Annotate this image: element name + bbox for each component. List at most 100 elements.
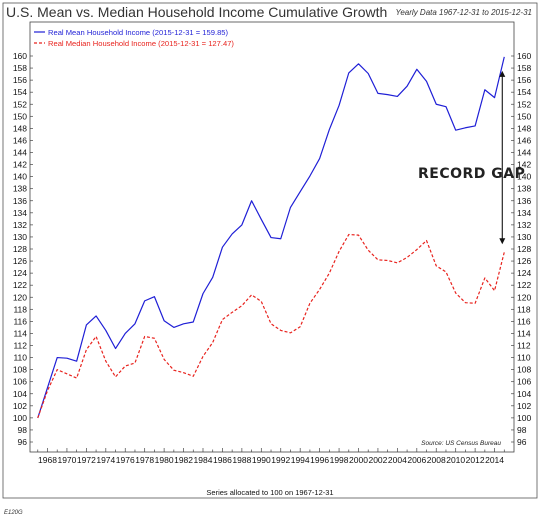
x-tick-label: 1974 [96,455,115,465]
x-tick-label: 1984 [194,455,213,465]
x-tick-label: 1998 [330,455,349,465]
y-tick-label-right: 100 [517,413,531,423]
y-tick-label-left: 138 [13,184,27,194]
y-tick-label-right: 134 [517,208,531,218]
x-tick-label: 1976 [116,455,135,465]
y-tick-label-right: 132 [517,220,531,230]
x-tick-label: 2014 [485,455,504,465]
legend-label-median: Real Median Household Income (2015-12-31… [48,39,234,48]
legend: Real Mean Household Income (2015-12-31 =… [34,28,234,48]
y-tick-label-right: 104 [517,389,531,399]
y-tick-label-right: 140 [517,172,531,182]
x-tick-label: 1982 [174,455,193,465]
y-tick-label-left: 124 [13,268,27,278]
x-tick-label: 1990 [252,455,271,465]
y-tick-label-right: 138 [517,184,531,194]
y-tick-label-right: 124 [517,268,531,278]
y-tick-label-right: 116 [517,316,531,326]
x-tick-label: 2012 [466,455,485,465]
y-tick-label-left: 110 [13,353,27,363]
y-tick-label-right: 108 [517,365,531,375]
y-tick-label-right: 128 [517,244,531,254]
y-tick-label-left: 154 [13,87,27,97]
y-tick-label-right: 112 [517,341,531,351]
y-tick-label-left: 98 [18,425,28,435]
y-tick-label-left: 130 [13,232,27,242]
y-tick-label-right: 120 [517,292,531,302]
y-tick-label-right: 160 [517,51,531,61]
arrow-head-down [499,238,506,245]
series-line-mean [37,56,505,419]
y-tick-label-right: 106 [517,377,531,387]
y-tick-label-left: 150 [13,111,27,121]
y-tick-label-left: 106 [13,377,27,387]
y-tick-label-left: 140 [13,172,27,182]
y-tick-label-left: 132 [13,220,27,230]
arrow-head-up [499,70,506,77]
y-tick-label-right: 142 [517,160,531,170]
y-tick-label-left: 112 [13,341,27,351]
x-tick-label: 2000 [349,455,368,465]
y-tick-label-left: 126 [13,256,27,266]
y-tick-label-left: 144 [13,148,27,158]
y-tick-label-left: 122 [13,280,27,290]
series-layer [37,56,505,419]
chart-title: U.S. Mean vs. Median Household Income Cu… [6,4,387,20]
y-tick-label-right: 158 [517,63,531,73]
y-tick-label-left: 152 [13,99,27,109]
y-tick-label-right: 102 [517,401,531,411]
y-tick-label-left: 128 [13,244,27,254]
y-tick-label-left: 142 [13,160,27,170]
x-tick-label: 1986 [213,455,232,465]
series-line-median [37,233,505,419]
y-tick-label-right: 150 [517,111,531,121]
y-tick-label-left: 134 [13,208,27,218]
y-tick-label-left: 118 [13,304,27,314]
y-tick-label-left: 96 [18,437,28,447]
chart-subtitle: Yearly Data 1967-12-31 to 2015-12-31 [395,8,532,17]
y-tick-label-right: 118 [517,304,531,314]
source-note: Source: US Census Bureau [421,440,501,447]
y-axis-left: 96 98 100 102 104 106 108 110 112 114 116 118 120 122… [13,51,33,447]
x-tick-label: 1988 [232,455,251,465]
y-tick-label-right: 152 [517,99,531,109]
y-tick-label-right: 114 [517,328,531,338]
y-tick-label-left: 160 [13,51,27,61]
chart-code: E120G [4,510,23,516]
y-tick-label-left: 100 [13,413,27,423]
y-tick-label-right: 130 [517,232,531,242]
x-tick-label: 2006 [407,455,426,465]
x-tick-label: 1980 [155,455,174,465]
plot-frame [29,21,515,453]
y-tick-label-right: 122 [517,280,531,290]
y-tick-label-right: 136 [517,196,531,206]
y-tick-label-right: 144 [517,148,531,158]
y-tick-label-left: 158 [13,63,27,73]
y-tick-label-left: 116 [13,316,27,326]
footer-note: Series allocated to 100 on 1967-12-31 [206,488,333,497]
x-tick-label: 1996 [310,455,329,465]
y-tick-label-right: 146 [517,135,531,145]
y-tick-label-left: 146 [13,135,27,145]
y-tick-label-left: 102 [13,401,27,411]
x-axis: 1968 1970 1972 1974 1976 1978 1980 1982 1984 1986… [37,448,505,465]
y-tick-label-left: 108 [13,365,27,375]
legend-label-mean: Real Mean Household Income (2015-12-31 =… [48,28,229,37]
x-tick-label: 2010 [446,455,465,465]
x-tick-label: 1970 [57,455,76,465]
x-tick-label: 2002 [368,455,387,465]
y-tick-label-left: 114 [13,328,27,338]
x-tick-label: 1978 [135,455,154,465]
y-tick-label-right: 154 [517,87,531,97]
y-tick-label-left: 148 [13,123,27,133]
x-tick-label: 2004 [388,455,407,465]
x-tick-label: 1992 [271,455,290,465]
y-tick-label-left: 104 [13,389,27,399]
x-tick-label: 1994 [291,455,310,465]
record-gap-annotation: RECORD GAP [418,166,525,182]
y-tick-label-right: 98 [517,425,527,435]
y-tick-label-right: 96 [517,437,527,447]
y-tick-label-left: 156 [13,75,27,85]
